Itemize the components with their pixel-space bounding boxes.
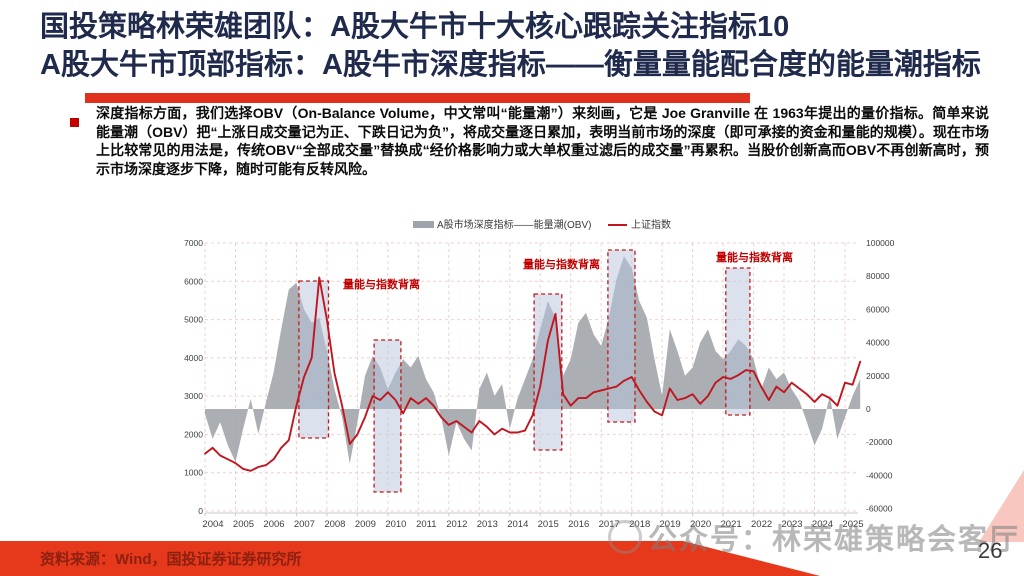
svg-text:2021: 2021 xyxy=(721,519,742,530)
svg-text:4000: 4000 xyxy=(184,353,203,363)
svg-text:0: 0 xyxy=(198,506,203,516)
svg-text:量能与指数背离: 量能与指数背离 xyxy=(343,277,420,291)
svg-text:2016: 2016 xyxy=(568,519,589,530)
svg-text:2005: 2005 xyxy=(233,519,254,530)
watermark-text: 公众号：林荣雄策略会客厅 xyxy=(648,524,1021,556)
svg-text:2006: 2006 xyxy=(263,519,284,530)
svg-text:100000: 100000 xyxy=(866,238,895,248)
svg-text:2009: 2009 xyxy=(355,519,376,530)
svg-text:2011: 2011 xyxy=(416,519,436,530)
svg-text:80000: 80000 xyxy=(866,271,890,281)
svg-text:-60000: -60000 xyxy=(866,504,893,514)
svg-text:2017: 2017 xyxy=(599,519,620,530)
svg-text:2022: 2022 xyxy=(751,519,772,530)
svg-text:2018: 2018 xyxy=(629,519,650,530)
svg-text:2013: 2013 xyxy=(477,519,498,530)
svg-text:5000: 5000 xyxy=(184,315,203,325)
title-underline xyxy=(85,93,750,103)
svg-text:量能与指数背离: 量能与指数背离 xyxy=(523,257,600,271)
footer-band: 资料来源：Wind，国投证券证券研究所 xyxy=(0,541,821,576)
svg-text:A股市场深度指标——能量潮(OBV): A股市场深度指标——能量潮(OBV) xyxy=(437,218,591,231)
svg-text:20000: 20000 xyxy=(866,371,890,381)
svg-text:-20000: -20000 xyxy=(866,437,893,447)
svg-text:2010: 2010 xyxy=(385,519,406,530)
svg-text:1000: 1000 xyxy=(184,468,203,478)
bullet-square xyxy=(70,118,79,127)
svg-text:3000: 3000 xyxy=(184,391,203,401)
wechat-logo-icon xyxy=(608,520,642,554)
svg-text:2004: 2004 xyxy=(202,519,223,530)
svg-text:2020: 2020 xyxy=(690,519,711,530)
title-line-1: 国投策略林荣雄团队：A股大牛市十大核心跟踪关注指标10 xyxy=(40,11,790,43)
svg-text:2012: 2012 xyxy=(446,519,467,530)
svg-text:6000: 6000 xyxy=(184,276,203,286)
svg-text:2024: 2024 xyxy=(812,519,833,530)
svg-text:2008: 2008 xyxy=(324,519,345,530)
svg-text:2023: 2023 xyxy=(781,519,802,530)
svg-text:-40000: -40000 xyxy=(866,470,893,480)
svg-text:2019: 2019 xyxy=(660,519,681,530)
svg-text:2000: 2000 xyxy=(184,429,203,439)
svg-text:量能与指数背离: 量能与指数背离 xyxy=(716,250,793,264)
svg-text:0: 0 xyxy=(866,404,871,414)
watermark: 公众号：林荣雄策略会客厅 xyxy=(608,516,1020,558)
page-number: 26 xyxy=(978,538,1003,563)
svg-text:7000: 7000 xyxy=(184,238,203,248)
svg-text:2025: 2025 xyxy=(842,519,863,530)
svg-text:2015: 2015 xyxy=(538,519,559,530)
svg-text:2007: 2007 xyxy=(294,519,315,530)
title-line-2: A股大牛市顶部指标：A股牛市深度指标——衡量量能配合度的能量潮指标 xyxy=(40,49,981,81)
body-paragraph: 深度指标方面，我们选择OBV（On-Balance Volume，中文常叫“能量… xyxy=(96,105,989,178)
svg-text:60000: 60000 xyxy=(866,304,890,314)
svg-text:2014: 2014 xyxy=(507,519,528,530)
svg-text:上证指数: 上证指数 xyxy=(631,218,671,231)
source-text: 资料来源：Wind，国投证券证券研究所 xyxy=(40,551,302,568)
title-block: 国投策略林荣雄团队：A股大牛市十大核心跟踪关注指标10 A股大牛市顶部指标：A股… xyxy=(40,8,1020,84)
svg-text:40000: 40000 xyxy=(866,338,890,348)
